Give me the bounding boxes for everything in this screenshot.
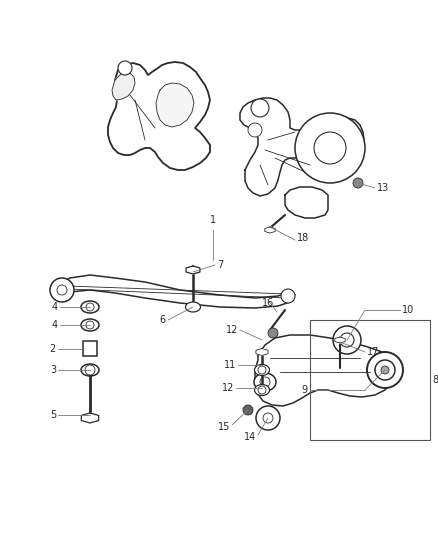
Circle shape bbox=[256, 406, 280, 430]
Text: 18: 18 bbox=[297, 233, 309, 243]
Text: 2: 2 bbox=[50, 344, 56, 354]
Text: 11: 11 bbox=[224, 360, 236, 370]
Text: 5: 5 bbox=[50, 410, 56, 420]
Circle shape bbox=[381, 366, 389, 374]
Ellipse shape bbox=[81, 364, 99, 376]
Text: 15: 15 bbox=[218, 422, 230, 432]
Text: 9: 9 bbox=[302, 385, 308, 395]
Circle shape bbox=[367, 352, 403, 388]
Text: 6: 6 bbox=[160, 315, 166, 325]
Bar bbox=[310, 320, 430, 440]
Text: 4: 4 bbox=[52, 320, 58, 330]
Polygon shape bbox=[156, 83, 194, 127]
Circle shape bbox=[258, 366, 266, 374]
Polygon shape bbox=[108, 62, 210, 170]
Circle shape bbox=[268, 328, 278, 338]
Polygon shape bbox=[265, 227, 275, 233]
Ellipse shape bbox=[254, 384, 269, 395]
Circle shape bbox=[260, 377, 270, 387]
Polygon shape bbox=[81, 413, 99, 423]
Ellipse shape bbox=[81, 319, 99, 331]
Circle shape bbox=[340, 333, 354, 347]
Text: 16: 16 bbox=[262, 298, 274, 308]
Circle shape bbox=[258, 386, 266, 394]
Polygon shape bbox=[255, 335, 395, 406]
Text: 14: 14 bbox=[244, 432, 256, 442]
Circle shape bbox=[50, 278, 74, 302]
Circle shape bbox=[85, 365, 95, 375]
Text: 3: 3 bbox=[50, 365, 56, 375]
Circle shape bbox=[243, 405, 253, 415]
Text: 4: 4 bbox=[52, 302, 58, 312]
Bar bbox=[83, 341, 97, 356]
Text: 13: 13 bbox=[377, 183, 389, 193]
Polygon shape bbox=[186, 266, 200, 274]
Polygon shape bbox=[285, 187, 328, 218]
Ellipse shape bbox=[81, 301, 99, 313]
Circle shape bbox=[314, 132, 346, 164]
Ellipse shape bbox=[254, 373, 276, 391]
Circle shape bbox=[86, 321, 94, 329]
Circle shape bbox=[353, 178, 363, 188]
Circle shape bbox=[375, 360, 395, 380]
Text: 1: 1 bbox=[210, 215, 216, 225]
Circle shape bbox=[251, 99, 269, 117]
Text: 17: 17 bbox=[367, 347, 379, 357]
Text: 12: 12 bbox=[226, 325, 238, 335]
Circle shape bbox=[57, 285, 67, 295]
Ellipse shape bbox=[186, 302, 201, 312]
Polygon shape bbox=[240, 98, 364, 196]
Text: 8: 8 bbox=[432, 375, 438, 385]
Ellipse shape bbox=[254, 365, 269, 376]
Circle shape bbox=[281, 289, 295, 303]
Circle shape bbox=[295, 113, 365, 183]
Text: 12: 12 bbox=[222, 383, 234, 393]
Polygon shape bbox=[256, 349, 268, 356]
Text: 7: 7 bbox=[217, 260, 223, 270]
Polygon shape bbox=[335, 337, 345, 343]
Text: 10: 10 bbox=[402, 305, 414, 315]
Polygon shape bbox=[112, 72, 135, 100]
Circle shape bbox=[118, 61, 132, 75]
Circle shape bbox=[263, 413, 273, 423]
Polygon shape bbox=[55, 275, 295, 308]
Circle shape bbox=[86, 303, 94, 311]
Circle shape bbox=[333, 326, 361, 354]
Circle shape bbox=[248, 123, 262, 137]
